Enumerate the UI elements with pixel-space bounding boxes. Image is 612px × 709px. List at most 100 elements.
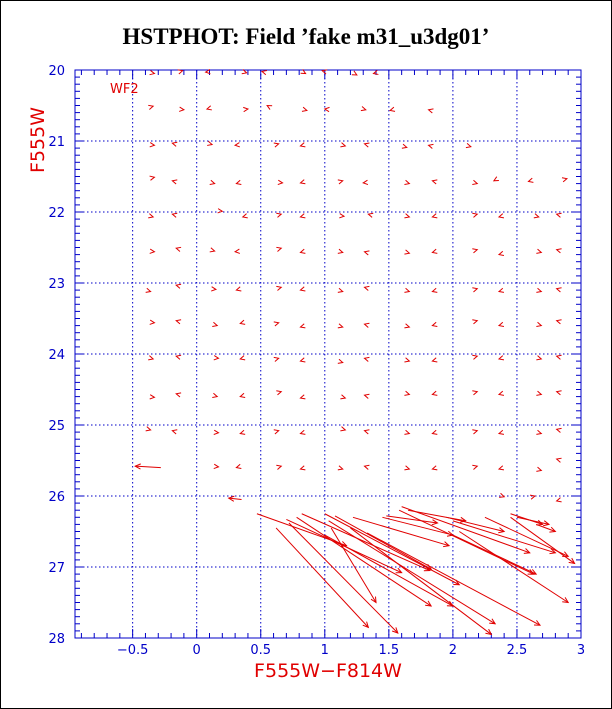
vector-head (339, 213, 346, 219)
vector-head (533, 620, 542, 626)
vector-head (134, 463, 141, 470)
vector-head (148, 355, 155, 361)
error-vector (492, 176, 499, 182)
error-vector (299, 394, 306, 400)
error-vector (266, 104, 273, 110)
error-vector (288, 522, 399, 634)
vector-head (427, 143, 434, 149)
error-vector (352, 516, 451, 548)
vector-head (555, 457, 562, 463)
vector-shaft (459, 531, 569, 603)
error-vector (334, 515, 433, 570)
vector-head (472, 212, 479, 218)
error-vector (175, 246, 182, 252)
vector-head (243, 106, 250, 113)
vector-head (372, 69, 379, 75)
vector-head (171, 179, 178, 185)
vector-head (227, 495, 235, 502)
vector-head (299, 323, 306, 329)
x-axis-label: F555W−F814W (254, 660, 402, 682)
error-vector (431, 390, 438, 396)
error-vector (536, 466, 543, 472)
error-vector (148, 213, 155, 219)
vector-head (276, 285, 283, 291)
vector-head (175, 319, 182, 325)
vector-head (207, 140, 214, 146)
vector-head (536, 466, 543, 472)
vector-head (149, 394, 156, 400)
vector-head (446, 600, 454, 607)
error-vector (277, 179, 284, 186)
y-tick-label: 26 (48, 490, 65, 505)
y-tick-label: 23 (48, 277, 65, 292)
y-tick-label: 22 (48, 206, 65, 221)
error-vector (340, 426, 347, 432)
vector-head (497, 465, 505, 471)
y-tick-label: 21 (48, 135, 65, 150)
error-vector (472, 212, 479, 218)
error-vector (386, 515, 439, 526)
error-vector (363, 250, 370, 256)
error-vector (299, 142, 306, 148)
error-vector (209, 247, 216, 253)
error-vector (360, 106, 367, 112)
error-vector (212, 321, 219, 327)
vector-head (179, 106, 186, 112)
vector-head (389, 106, 396, 112)
vector-head (171, 141, 178, 147)
error-vector (179, 106, 186, 112)
vector-head (549, 548, 557, 555)
error-vector (472, 319, 479, 325)
vector-head (523, 548, 531, 554)
error-vector (275, 527, 370, 629)
error-vector (243, 106, 250, 113)
error-vector (217, 208, 224, 214)
error-vector (472, 354, 479, 360)
vector-head (555, 427, 562, 433)
vector-head (171, 429, 178, 435)
vector-shaft (386, 515, 438, 524)
vector-head (148, 213, 155, 219)
vector-shaft (382, 516, 454, 536)
vector-head (241, 213, 248, 219)
error-vector (211, 286, 218, 292)
vector-shaft (401, 506, 530, 554)
vector-head (536, 248, 543, 254)
error-vector (459, 531, 570, 604)
error-vector (239, 319, 246, 325)
vector-head (351, 70, 358, 76)
vector-head (555, 319, 562, 325)
error-vector (363, 322, 370, 328)
error-vector (324, 534, 454, 607)
error-vector (404, 213, 411, 219)
vector-head (337, 179, 344, 185)
vector-head (498, 527, 506, 534)
vector-head (549, 526, 557, 533)
error-vector (363, 285, 370, 291)
x-tick-label: 1 (321, 643, 329, 658)
vector-head (299, 179, 306, 185)
vector-shaft (446, 516, 505, 532)
vector-head (363, 393, 370, 399)
vector-head (472, 464, 479, 470)
error-vector (175, 354, 182, 360)
error-vector (472, 429, 479, 435)
error-vector (273, 356, 280, 362)
vector-head (492, 176, 499, 182)
vector-head (533, 213, 540, 219)
error-vector (363, 356, 370, 362)
vector-head (235, 286, 242, 292)
error-vector (431, 248, 438, 254)
error-vector (446, 516, 506, 534)
x-tick-label: 1.5 (379, 643, 400, 658)
vector-head (239, 429, 246, 435)
vector-shaft (516, 516, 550, 525)
error-vector (401, 143, 408, 149)
vector-head (175, 283, 182, 289)
error-vector (171, 212, 178, 218)
error-vector (555, 212, 562, 218)
vector-head (497, 321, 505, 327)
vector-head (362, 621, 370, 629)
tick-layer (75, 69, 582, 639)
